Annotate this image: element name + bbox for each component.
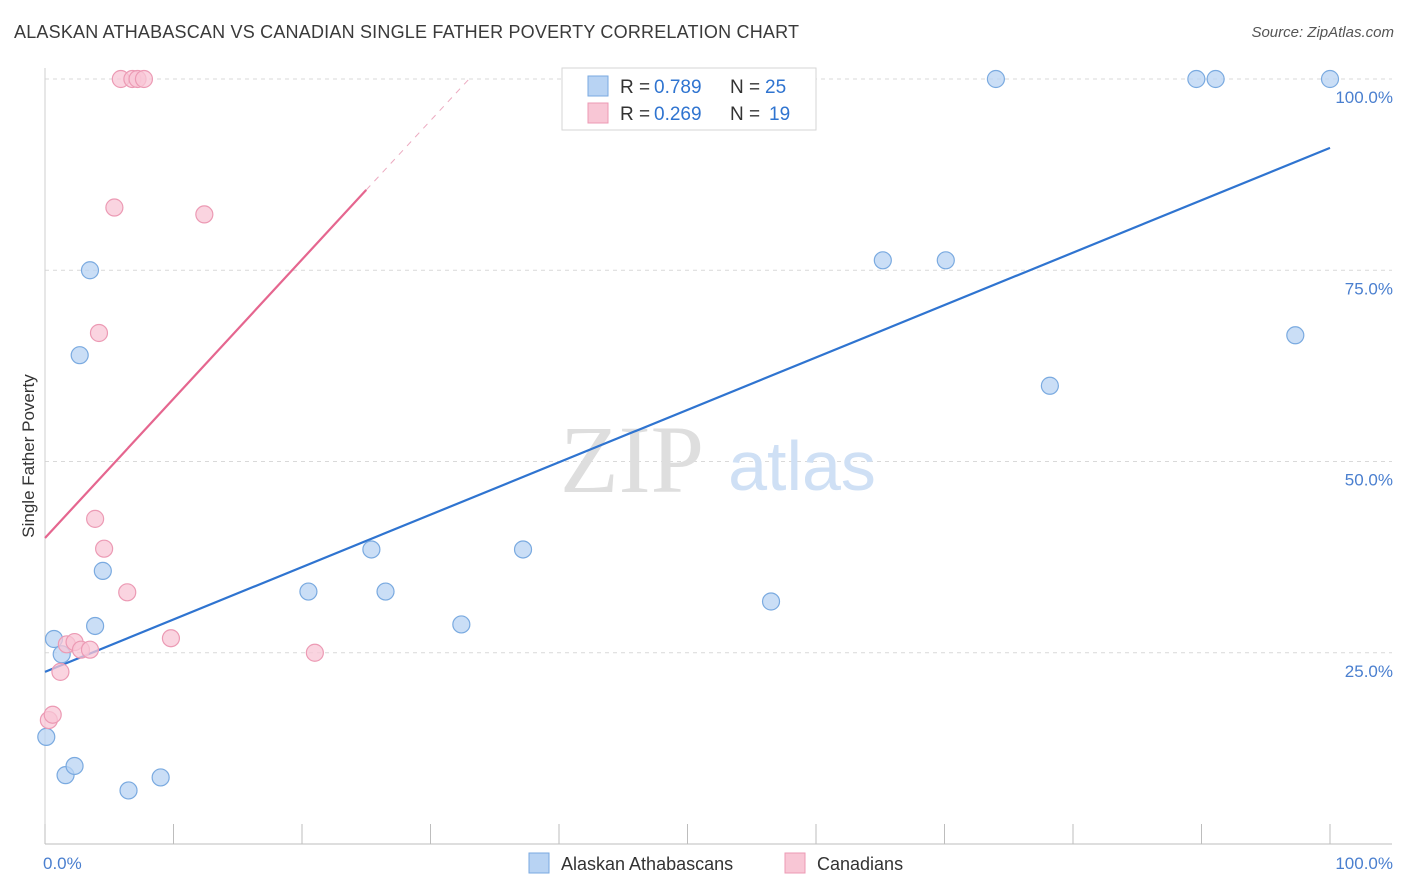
point-canadians-15 [134, 69, 154, 89]
series-swatch-blue [528, 852, 550, 874]
point-alaskan-athabascans-12 [362, 540, 381, 559]
point-alaskan-athabascans-13 [376, 582, 395, 601]
point-canadians-7 [86, 509, 105, 528]
point-alaskan-athabascans-9 [80, 261, 100, 280]
y-tick-label-3: 100.0% [1335, 88, 1393, 107]
point-canadians-8 [95, 539, 114, 558]
x-tick-label-0: 0.0% [43, 854, 82, 873]
trend-line-alaskan-athabascans [44, 146, 1331, 673]
point-alaskan-athabascans-8 [93, 561, 112, 580]
point-canadians-6 [80, 640, 100, 659]
tick-labels: 25.0% 50.0% 75.0% 100.0% 0.0% 100.0% [43, 88, 1393, 873]
point-canadians-9 [89, 323, 109, 343]
legend-r-label-2: R = [620, 104, 650, 125]
legend-r-value-2: 0.269 [654, 104, 702, 125]
point-canadians-1 [43, 705, 62, 724]
point-canadians-18 [305, 643, 324, 662]
series-swatch-pink [784, 852, 806, 874]
trend-line-canadians-extension [365, 78, 470, 191]
point-alaskan-athabascans-10 [70, 346, 89, 365]
source-label: Source: ZipAtlas.com [1251, 24, 1394, 41]
point-alaskan-athabascans-23 [1286, 326, 1305, 345]
point-alaskan-athabascans-3 [119, 781, 138, 800]
point-canadians-2 [51, 662, 70, 681]
point-alaskan-athabascans-14 [452, 615, 471, 634]
point-alaskan-athabascans-11 [299, 582, 318, 601]
legend-n-label-1: N = [730, 77, 760, 98]
watermark: ZIP atlas [560, 406, 876, 513]
point-alaskan-athabascans-7 [86, 616, 105, 636]
legend-n-value-2: 19 [769, 104, 790, 125]
legend-swatch-blue [587, 75, 609, 97]
legend-r-label-1: R = [620, 77, 650, 98]
series-legend: Alaskan Athabascans Canadians [528, 852, 903, 874]
point-alaskan-athabascans-17 [873, 251, 892, 270]
y-tick-label-0: 25.0% [1345, 662, 1393, 681]
trend-line-canadians [44, 189, 368, 539]
point-alaskan-athabascans-22 [1206, 69, 1225, 89]
axes [44, 68, 1392, 845]
legend-r-value-1: 0.789 [654, 77, 702, 98]
legend-n-label-2: N = [730, 104, 760, 125]
legend-n-value-1: 25 [765, 77, 786, 98]
point-alaskan-athabascans-20 [1040, 376, 1059, 395]
point-alaskan-athabascans-0 [37, 727, 56, 747]
watermark-atlas: atlas [728, 427, 876, 505]
point-alaskan-athabascans-24 [1320, 69, 1340, 89]
data-points [37, 69, 1340, 800]
point-alaskan-athabascans-18 [936, 251, 955, 270]
series-label-pink: Canadians [817, 854, 903, 874]
point-alaskan-athabascans-19 [986, 69, 1006, 89]
trend-lines [44, 78, 1331, 673]
point-canadians-17 [195, 205, 214, 224]
point-alaskan-athabascans-15 [513, 540, 533, 559]
watermark-zip: ZIP [560, 406, 704, 513]
point-alaskan-athabascans-21 [1187, 69, 1206, 89]
y-axis-label: Single Father Poverty [19, 374, 38, 538]
point-canadians-10 [105, 198, 124, 217]
x-tick-label-1: 100.0% [1335, 854, 1393, 873]
legend-swatch-pink [587, 102, 609, 124]
stats-legend: R = 0.789 N = 25 R = 0.269 N = 19 [561, 67, 817, 131]
point-alaskan-athabascans-4 [151, 768, 170, 787]
chart-title: ALASKAN ATHABASCAN VS CANADIAN SINGLE FA… [14, 22, 800, 42]
gridlines [45, 78, 1392, 654]
point-alaskan-athabascans-16 [761, 592, 781, 611]
point-alaskan-athabascans-2 [65, 756, 84, 776]
point-canadians-16 [161, 629, 181, 648]
y-tick-label-2: 75.0% [1345, 279, 1393, 298]
point-canadians-11 [118, 583, 137, 602]
series-label-blue: Alaskan Athabascans [561, 854, 733, 874]
y-tick-label-1: 50.0% [1345, 471, 1393, 490]
